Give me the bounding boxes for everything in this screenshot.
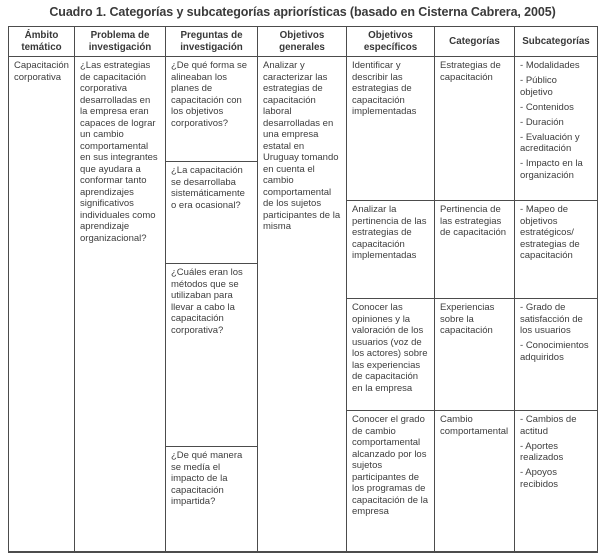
col-header-preguntas-investigacion: Preguntas de investigación xyxy=(165,26,258,57)
subcategory-item: Grado de satisfacción de los usuarios xyxy=(520,302,592,337)
col-header-problema-investigacion: Problema de investigación xyxy=(74,26,166,57)
subcategory-item: Apoyos recibidos xyxy=(520,467,592,490)
categoria-cell-2: Pertinencia de las estrategias de capaci… xyxy=(434,200,515,299)
subcategory-item: Cambios de actitud xyxy=(520,414,592,437)
col-header-objetivos-generales: Objetivos generales xyxy=(257,26,347,57)
subcategory-item: Mapeo de objetivos estratégicos/ estrate… xyxy=(520,204,592,262)
subcategory-item: Aportes realizados xyxy=(520,441,592,464)
problema-investigacion-cell: ¿Las estrategias de capacitación corpora… xyxy=(74,56,166,552)
categoria-cell-4: Cambio comportamental xyxy=(434,410,515,552)
categoria-cell-3: Experiencias sobre la capacitación xyxy=(434,298,515,411)
col-header-objetivos-especificos: Objetivos específicos xyxy=(346,26,435,57)
col-header-categorias: Categorías xyxy=(434,26,515,57)
subcategory-item: Modalidades xyxy=(520,60,592,72)
ambito-tematico-cell: Capacitación corporativa xyxy=(8,56,75,552)
objetivo-especifico-cell-3: Conocer las opiniones y la valoración de… xyxy=(346,298,435,411)
subcategory-item: Duración xyxy=(520,117,592,129)
objetivo-especifico-cell-4: Conocer el grado de cambio comportamenta… xyxy=(346,410,435,552)
table-row: Capacitación corporativa ¿Las estrategia… xyxy=(8,56,598,552)
subcategory-item: Público objetivo xyxy=(520,75,592,98)
table-row: ¿De qué manera se medía el impacto de la… xyxy=(9,446,598,552)
subcategory-item: Contenidos xyxy=(520,102,592,114)
table-row: ¿La capacitación se desarrollaba sistemá… xyxy=(9,161,598,264)
subcategory-item: Impacto en la organización xyxy=(520,158,592,181)
categoria-cell-1: Estrategias de capacitación xyxy=(434,56,515,201)
objetivo-general-cell: Analizar y caracterizar las estrategias … xyxy=(257,56,347,552)
pregunta-cell-2: ¿La capacitación se desarrollaba sistemá… xyxy=(165,161,258,264)
subcategorias-cell-4: Cambios de actitud Aportes realizados Ap… xyxy=(514,410,598,552)
objetivo-especifico-cell-1: Identificar y describir las estrategias … xyxy=(346,56,435,201)
pregunta-cell-3: ¿Cuáles eran los métodos que se utilizab… xyxy=(165,263,258,447)
objetivo-especifico-cell-2: Analizar la pertinencia de las estrategi… xyxy=(346,200,435,299)
table-title: Cuadro 1. Categorías y subcategorías apr… xyxy=(49,5,556,19)
table-row: ¿Cuáles eran los métodos que se utilizab… xyxy=(9,263,598,447)
pregunta-cell-1: ¿De qué forma se alineaban los planes de… xyxy=(165,56,258,162)
subcategory-item: Evaluación y acreditación xyxy=(520,132,592,155)
subcategorias-cell-2: Mapeo de objetivos estratégicos/ estrate… xyxy=(514,200,598,299)
header-row: Ámbito temático Problema de investigació… xyxy=(8,26,598,57)
pregunta-cell-4: ¿De qué manera se medía el impacto de la… xyxy=(165,446,258,552)
table-row: Conocer el grado de cambio comportamenta… xyxy=(9,410,598,552)
table-row: Conocer las opiniones y la valoración de… xyxy=(9,298,598,411)
subcategorias-cell-3: Grado de satisfacción de los usuarios Co… xyxy=(514,298,598,411)
aprioristic-categories-table: Ámbito temático Problema de investigació… xyxy=(8,26,598,553)
col-header-subcategorias: Subcategorías xyxy=(514,26,598,57)
col-header-ambito-tematico: Ámbito temático xyxy=(8,26,75,57)
subcategorias-cell-1: Modalidades Público objetivo Contenidos … xyxy=(514,56,598,201)
subcategory-item: Conocimientos adquiridos xyxy=(520,340,592,363)
